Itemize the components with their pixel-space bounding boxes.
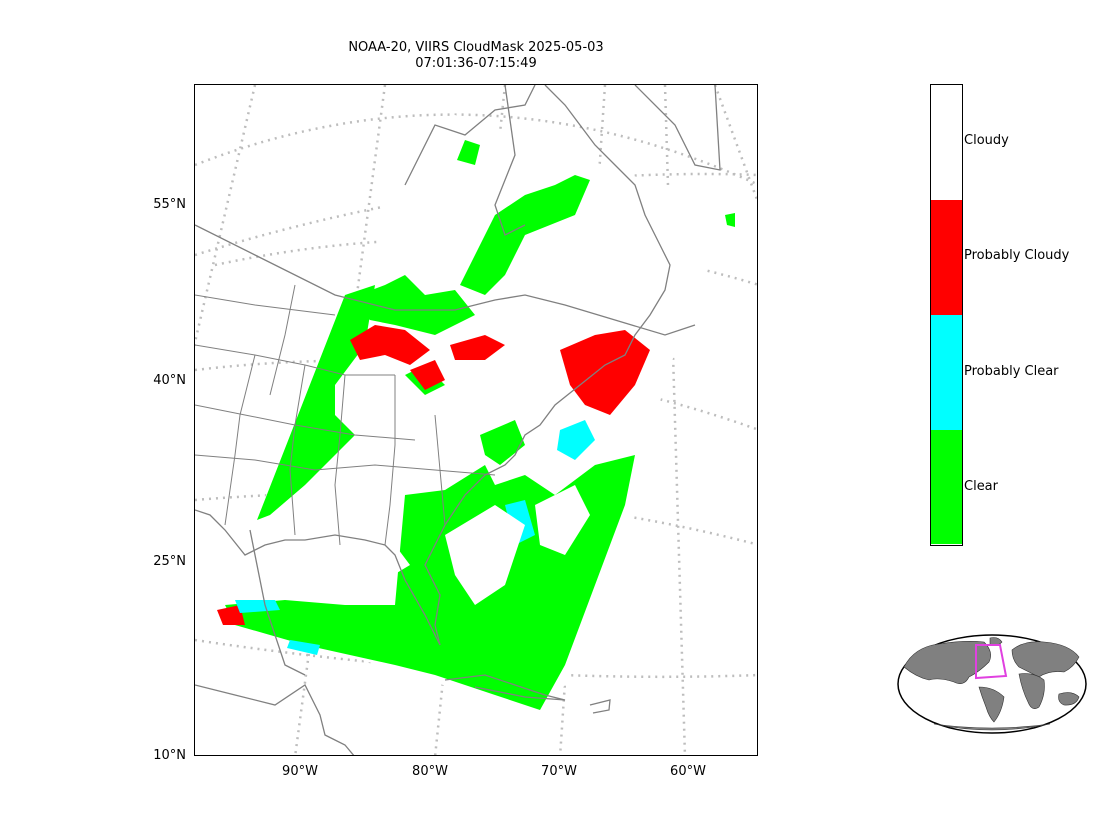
pcloudy-michigan <box>410 360 445 390</box>
pclear-gulf <box>287 640 320 655</box>
coastline-james-bay <box>494 85 526 236</box>
cloud-streak-atlantic <box>535 485 590 555</box>
cloud-streak-gulf <box>365 545 410 580</box>
land-australia <box>1058 692 1080 706</box>
state-line-8 <box>434 414 446 526</box>
lon-label-80w: 80°W <box>412 764 448 779</box>
state-line-5 <box>289 364 306 536</box>
title-line-1: NOAA-20, VIIRS CloudMask 2025-05-03 <box>348 40 604 55</box>
pcloudy-great-lakes <box>350 325 430 365</box>
cloud-streak-texas <box>295 480 345 510</box>
clear-labrador-patch <box>725 213 735 227</box>
swath-extent-box <box>975 644 1008 680</box>
swath-cloudy <box>217 115 735 715</box>
pcloudy-gulf-west <box>217 605 245 625</box>
coastline-mexico <box>249 529 306 676</box>
coastline-hispaniola <box>589 699 611 714</box>
land-africa <box>1018 673 1045 709</box>
globe-inset <box>894 632 1090 740</box>
border-us-canada <box>195 224 696 336</box>
plot-title: NOAA-20, VIIRS CloudMask 2025-05-03 07:0… <box>194 40 758 72</box>
state-line-7 <box>384 375 396 546</box>
pclear-mexico <box>235 600 280 613</box>
state-line-3 <box>195 454 496 476</box>
coastline-cuba <box>444 674 566 701</box>
graticule-lon-90 <box>294 85 387 755</box>
swath-cloud-streaks <box>295 480 590 605</box>
colorbar-segment-probably-clear <box>931 315 962 430</box>
globe-inset-svg <box>897 634 1087 734</box>
coastlines <box>195 85 721 755</box>
lon-label-90w: 90°W <box>282 764 318 779</box>
graticule-lon-100 <box>195 85 257 348</box>
state-line-10 <box>195 294 336 316</box>
graticule-lon-50 <box>713 85 757 204</box>
graticule-lat-50 <box>214 238 757 286</box>
graticule-lat-20 <box>195 638 757 679</box>
clear-southeast <box>225 455 635 710</box>
clear-hudson-bay <box>460 175 590 295</box>
state-line-6 <box>334 374 346 546</box>
map-panel <box>194 84 758 756</box>
land-north-america <box>903 641 991 684</box>
lon-label-60w: 60°W <box>670 764 706 779</box>
lat-label-25: 25°N <box>153 554 186 569</box>
colorbar-label-cloudy: Cloudy <box>964 133 1009 148</box>
colorbar-segment-clear <box>931 430 962 544</box>
land-south-america <box>978 686 1005 723</box>
cloudmask-swath <box>217 115 735 715</box>
coastline-hudson <box>404 85 536 186</box>
colorbar-label-clear: Clear <box>964 479 998 494</box>
pclear-atlantic <box>557 420 595 460</box>
cloud-streak-florida <box>445 505 525 605</box>
graticule-lat-60 <box>195 113 757 186</box>
lat-label-10: 10°N <box>153 748 186 763</box>
lat-label-55: 55°N <box>153 197 186 212</box>
coastline-labrador <box>634 85 721 171</box>
clear-west-strip <box>257 285 375 520</box>
lon-label-70w: 70°W <box>541 764 577 779</box>
land-eurasia <box>1011 641 1080 678</box>
lat-label-40: 40°N <box>153 373 186 388</box>
coastline-central-america <box>195 684 355 755</box>
state-borders <box>195 284 496 546</box>
clear-north-patch <box>457 140 480 165</box>
state-line-9 <box>269 284 296 396</box>
colorbar-segment-cloudy <box>931 85 962 200</box>
land-antarctica <box>933 723 1051 731</box>
globe-land <box>903 637 1080 731</box>
colorbar-label-probably-cloudy: Probably Cloudy <box>964 248 1070 263</box>
state-line-4 <box>224 354 256 526</box>
title-line-2: 07:01:36-07:15:49 <box>415 56 537 71</box>
map-svg <box>195 85 757 755</box>
colorbar <box>930 84 963 546</box>
coastline-east <box>195 85 671 646</box>
colorbar-segment-probably-cloudy <box>931 200 962 315</box>
clear-appalachian <box>480 420 525 465</box>
pcloudy-ontario <box>450 335 505 360</box>
clear-great-plains <box>345 275 475 335</box>
colorbar-label-probably-clear: Probably Clear <box>964 364 1059 379</box>
graticule-lon-60 <box>663 85 687 755</box>
swath-clear <box>225 140 735 710</box>
